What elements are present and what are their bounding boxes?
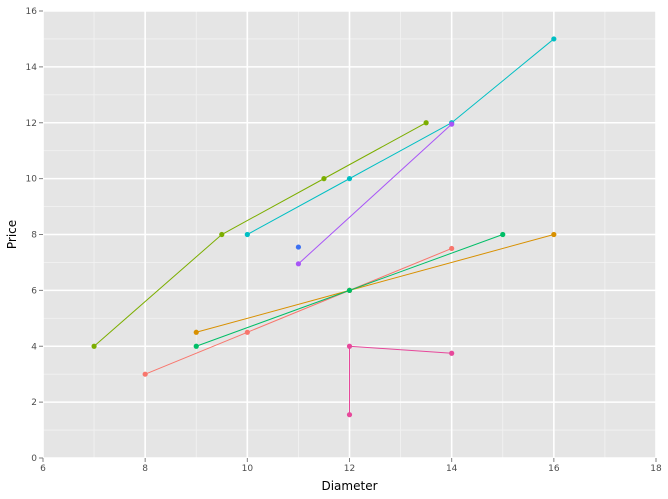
data-point [449, 121, 455, 127]
data-point [244, 231, 250, 238]
series-line [93, 122, 427, 347]
x-tick-label: 12 [344, 464, 355, 474]
data-point [423, 120, 429, 126]
data-point [346, 343, 353, 349]
series-line [298, 123, 453, 265]
data-point [219, 231, 225, 238]
y-tick-label: 6 [31, 286, 37, 296]
x-tick-label: 10 [242, 464, 254, 474]
series-6 [295, 121, 455, 267]
data-point [500, 231, 506, 238]
data-point [346, 287, 353, 293]
x-tick-label: 18 [650, 464, 662, 474]
x-tick-label: 8 [142, 464, 148, 474]
data-point [91, 343, 97, 349]
data-point [551, 36, 557, 42]
data-point [295, 244, 302, 250]
series-3 [193, 231, 506, 349]
data-point [193, 343, 199, 349]
y-tick-label: 2 [31, 398, 37, 408]
series-line [247, 38, 555, 235]
data-point [193, 329, 199, 335]
data-point [244, 329, 250, 335]
y-axis-ticks: 0 2 4 6 8 10 12 14 16 [26, 7, 43, 464]
series-2 [91, 120, 429, 349]
x-tick-label: 14 [446, 464, 458, 474]
data-point [449, 245, 455, 252]
data-point [142, 371, 148, 377]
x-axis-ticks: 6 8 10 12 14 16 18 [40, 458, 662, 474]
series-line [144, 248, 452, 375]
data-point [346, 176, 353, 182]
y-tick-label: 12 [26, 119, 37, 129]
series-5 [295, 244, 302, 250]
y-tick-label: 0 [31, 454, 37, 464]
data-point [346, 412, 353, 418]
data-point [551, 231, 557, 238]
x-tick-label: 16 [548, 464, 560, 474]
series-7 [346, 343, 455, 418]
y-tick-label: 4 [31, 342, 37, 352]
y-axis-title: Price [5, 220, 19, 249]
y-tick-label: 14 [26, 63, 38, 73]
y-tick-label: 16 [26, 7, 38, 17]
y-tick-label: 10 [26, 175, 38, 185]
x-tick-label: 6 [40, 464, 46, 474]
series-layer [91, 36, 557, 418]
x-axis-title: Diameter [321, 479, 377, 493]
data-point [295, 261, 302, 267]
y-tick-label: 8 [31, 231, 37, 241]
data-point [321, 176, 327, 182]
data-point [449, 350, 455, 356]
